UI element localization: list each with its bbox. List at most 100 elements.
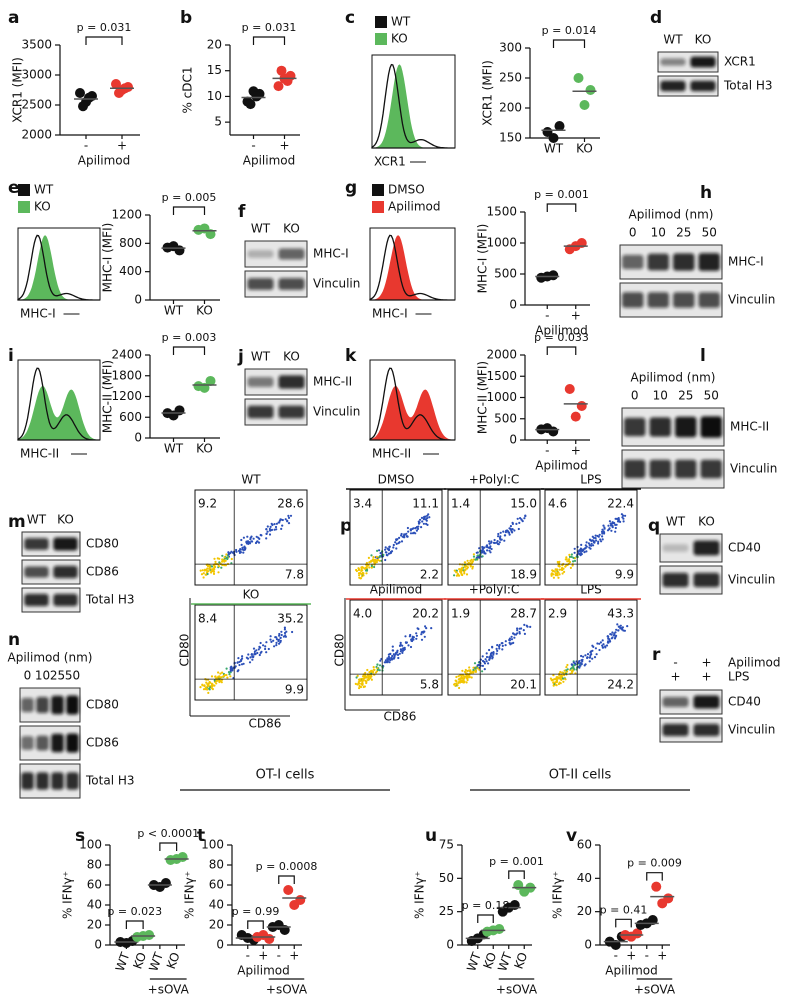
data-point xyxy=(579,100,590,110)
blot-band xyxy=(624,459,646,479)
blot-row-label: MHC-II xyxy=(313,375,352,389)
blot-row-label: CD86 xyxy=(86,736,119,750)
y-tick-label: 40 xyxy=(209,898,224,912)
y-axis-label: MHC-I (MFI) xyxy=(101,223,115,293)
flow-event xyxy=(561,572,564,575)
flow-event xyxy=(498,647,501,650)
flow-event xyxy=(568,555,572,559)
p-value: p = 0.99 xyxy=(232,905,280,918)
quadrant-value: 2.9 xyxy=(548,607,567,621)
y-tick-label: 250 xyxy=(499,71,522,85)
lane-label: 0 xyxy=(629,226,637,240)
lane-label: WT xyxy=(27,513,47,527)
flow-event xyxy=(413,531,416,534)
flow-event xyxy=(559,670,562,674)
flow-event xyxy=(523,623,526,627)
flow-event xyxy=(289,514,293,517)
flow-event xyxy=(211,683,214,686)
flow-event xyxy=(591,535,594,538)
flow-event xyxy=(423,517,426,520)
flow-event xyxy=(262,644,265,647)
flow-event xyxy=(468,676,471,679)
panel-letter: r xyxy=(652,645,661,665)
blot-band xyxy=(662,544,689,552)
flow-event xyxy=(550,679,553,682)
flow-event xyxy=(219,680,222,683)
lane-label: KO xyxy=(283,350,300,364)
flow-event xyxy=(622,514,625,517)
legend-label: DMSO xyxy=(388,183,425,197)
lane-label: 0 xyxy=(631,389,639,403)
flow-event xyxy=(375,555,378,559)
flow-event xyxy=(458,686,461,690)
y-tick-label: 1200 xyxy=(111,389,142,403)
flow-event xyxy=(603,527,606,530)
flow-event xyxy=(221,560,224,563)
flow-event xyxy=(280,527,283,531)
flow-event xyxy=(274,525,278,529)
flow-event xyxy=(558,573,561,576)
flow-event xyxy=(249,536,252,539)
flow-event xyxy=(516,632,519,635)
flow-event xyxy=(355,676,358,679)
p-value: p = 0.41 xyxy=(600,903,648,916)
flow-event xyxy=(284,518,287,521)
flow-event xyxy=(374,671,378,674)
flow-event xyxy=(240,663,244,666)
data-point xyxy=(289,900,300,910)
flow-event xyxy=(270,528,274,532)
flow-event xyxy=(588,660,591,663)
data-point xyxy=(168,410,179,421)
flow-event xyxy=(610,529,613,532)
flow-event xyxy=(516,627,519,630)
legend-label: KO xyxy=(34,200,51,214)
blot-band xyxy=(673,253,695,271)
flow-event xyxy=(384,661,387,664)
flow-event xyxy=(283,631,287,635)
legend-swatch xyxy=(372,184,384,196)
flow-event xyxy=(619,626,622,629)
flow-event xyxy=(571,669,574,673)
panel-letter: n xyxy=(8,630,20,650)
flow-event xyxy=(626,625,629,628)
x-tick-label: + xyxy=(657,949,667,963)
p-value: p = 0.031 xyxy=(242,21,297,34)
blot-band xyxy=(647,253,669,271)
y-axis-label: XCR1 (MFI) xyxy=(11,57,25,123)
flow-event xyxy=(461,567,464,570)
flow-event xyxy=(256,540,259,543)
blot-band xyxy=(690,56,716,68)
blot-row-label: Total H3 xyxy=(723,79,773,93)
flow-event xyxy=(356,683,359,686)
quadrant-value: 1.4 xyxy=(451,497,470,511)
flow-event xyxy=(388,545,391,549)
lane-label: KO xyxy=(57,513,74,527)
flow-event xyxy=(260,650,263,653)
flow-event xyxy=(483,668,486,671)
flow-event xyxy=(622,520,625,523)
flow-event xyxy=(275,644,278,647)
flow-event xyxy=(572,667,575,670)
blot-row-label: CD40 xyxy=(728,541,761,555)
flow-event xyxy=(592,645,595,649)
flow-event xyxy=(467,561,470,565)
x-tick-label: + xyxy=(571,309,581,323)
flow-event xyxy=(515,522,518,526)
flow-event xyxy=(460,674,463,677)
p-value: p = 0.009 xyxy=(627,857,682,870)
flow-event xyxy=(241,655,244,658)
flow-event xyxy=(275,636,278,639)
flow-event xyxy=(578,552,581,556)
flow-event xyxy=(210,675,214,678)
lane-label: 0 xyxy=(24,669,32,683)
flow-event xyxy=(486,546,489,549)
flow-event xyxy=(357,567,360,570)
flow-event xyxy=(585,550,588,553)
blot-band xyxy=(278,248,305,260)
data-point xyxy=(576,401,587,411)
flow-event xyxy=(523,517,526,520)
flow-event xyxy=(376,668,379,672)
flow-event xyxy=(617,517,620,520)
data-point xyxy=(199,223,210,234)
flow-event xyxy=(360,683,363,686)
